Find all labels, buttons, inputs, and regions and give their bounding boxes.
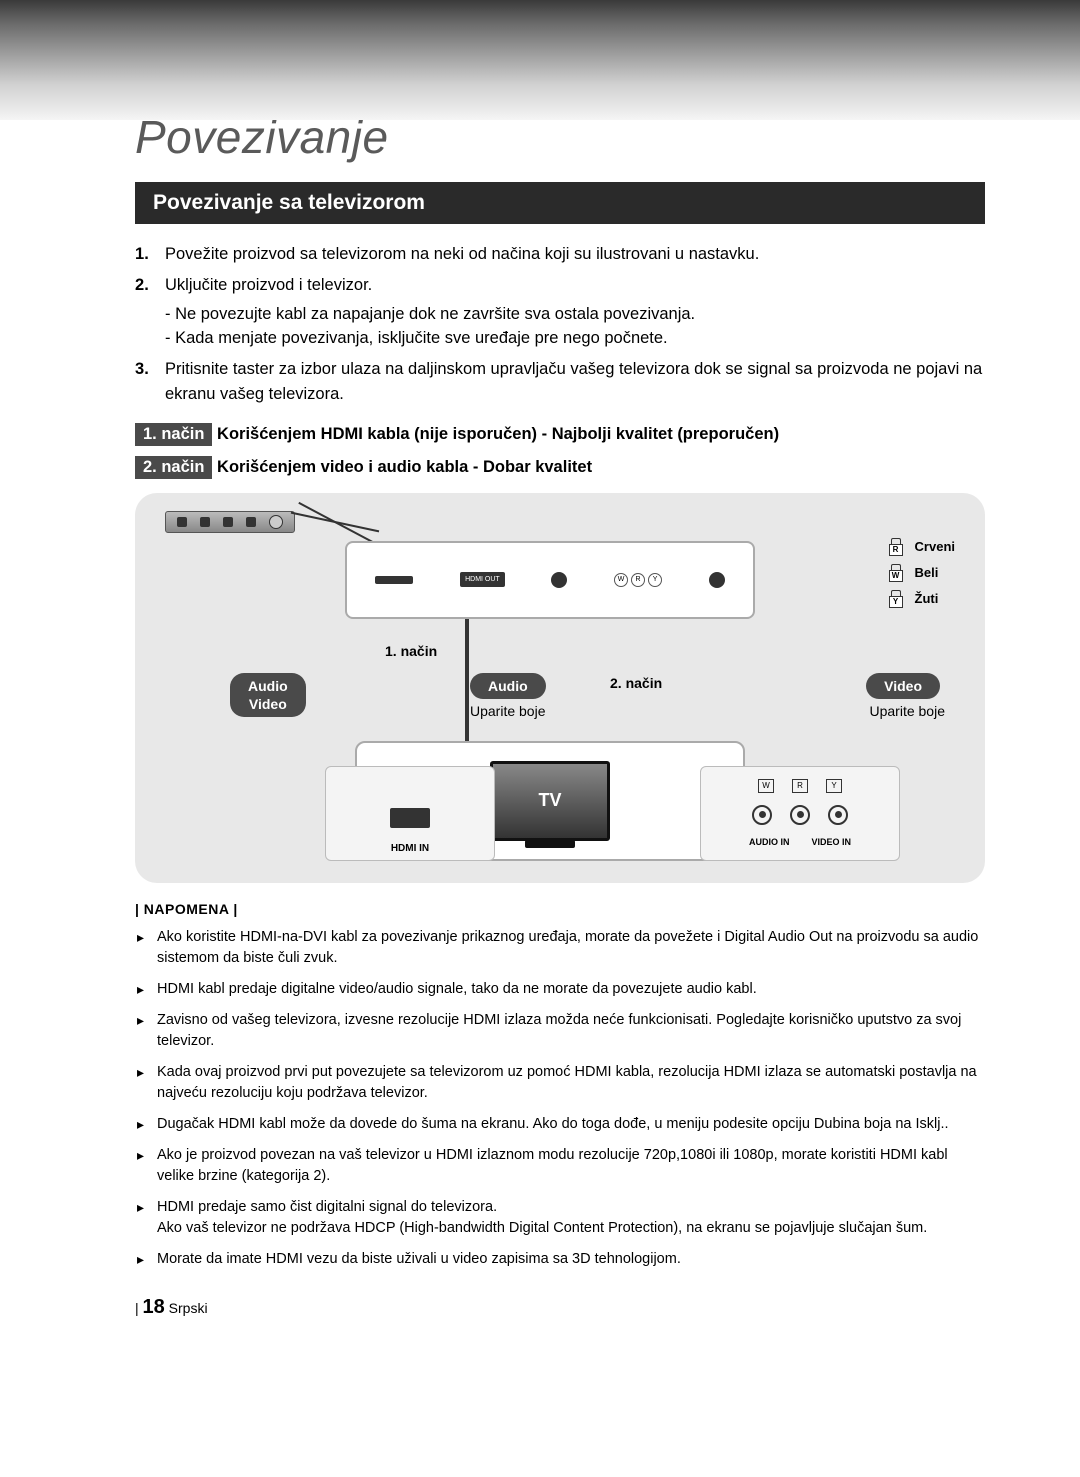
tv-label: TV	[538, 790, 561, 811]
audio-video-pill: Audio Video	[230, 673, 306, 717]
step-3-text: Pritisnite taster za izbor ulaza na dalj…	[165, 360, 982, 403]
hdmi-in-label: HDMI IN	[391, 843, 429, 854]
method2-label: 2. način	[610, 675, 662, 691]
port-icon	[375, 576, 413, 584]
step-2: Uključite proizvod i televizor. - Ne pov…	[135, 273, 985, 351]
footer-bar: |	[135, 1300, 139, 1316]
legend-white-label: Beli	[915, 565, 939, 580]
av-jack-video-icon	[828, 805, 848, 825]
color-legend: R Crveni W Beli Y Žuti	[887, 538, 955, 616]
section-heading: Povezivanje sa televizorom	[135, 182, 985, 224]
connector-white-icon: W	[887, 564, 905, 582]
note-item: Ako koristite HDMI-na-DVI kabl za povezi…	[135, 927, 985, 969]
match-colors-label-1: Uparite boje	[470, 703, 546, 719]
av-jack-l-icon	[752, 805, 772, 825]
av-y-icon: Y	[826, 779, 842, 793]
rca-r-icon: R	[631, 573, 645, 587]
note-item: Zavisno od vašeg televizora, izvesne rez…	[135, 1010, 985, 1052]
lan-port-icon	[551, 572, 567, 588]
method1-label: 1. način	[385, 643, 437, 659]
connector-yellow-icon: Y	[887, 590, 905, 608]
hdmi-in-slot-icon	[390, 808, 430, 828]
audio-in-label: AUDIO IN	[749, 837, 790, 847]
tv-screen-icon: TV	[490, 761, 610, 841]
header-gradient	[0, 0, 1080, 120]
digital-audio-port-icon	[709, 572, 725, 588]
page-language: Srpski	[169, 1300, 208, 1316]
page-footer: | 18 Srpski	[135, 1296, 985, 1319]
step-2-sub2: - Kada menjate povezivanja, isključite s…	[165, 326, 985, 351]
match-colors-label-2: Uparite boje	[870, 703, 946, 719]
audio-pill: Audio	[470, 673, 546, 699]
method-2-line: 2. način Korišćenjem video i audio kabla…	[135, 456, 985, 479]
step-2-text: Uključite proizvod i televizor.	[165, 276, 372, 294]
note-item: Dugačak HDMI kabl može da dovede do šuma…	[135, 1114, 985, 1135]
method-1-tag: 1. način	[135, 423, 212, 446]
note-7b: Ako vaš televizor ne podržava HDCP (High…	[157, 1220, 927, 1236]
rca-y-icon: Y	[648, 573, 662, 587]
video-in-label: VIDEO IN	[811, 837, 851, 847]
page-number: 18	[143, 1296, 165, 1318]
note-item: HDMI kabl predaje digitalne video/audio …	[135, 979, 985, 1000]
av-r-icon: R	[792, 779, 808, 793]
note-item: HDMI predaje samo čist digitalni signal …	[135, 1197, 985, 1239]
notes-list: Ako koristite HDMI-na-DVI kabl za povezi…	[135, 927, 985, 1270]
note-item: Kada ovaj proizvod prvi put povezujete s…	[135, 1062, 985, 1104]
method-1-text: Korišćenjem HDMI kabla (nije isporučen) …	[212, 425, 779, 443]
note-heading: | NAPOMENA |	[135, 901, 985, 917]
method-2-tag: 2. način	[135, 456, 212, 479]
hdmi-out-port-icon: HDMI OUT	[460, 572, 505, 587]
method-2-text: Korišćenjem video i audio kabla - Dobar …	[212, 458, 592, 476]
steps-list: Povežite proizvod sa televizorom na neki…	[135, 242, 985, 407]
step-1-text: Povežite proizvod sa televizorom na neki…	[165, 245, 759, 263]
note-7a: HDMI predaje samo čist digitalni signal …	[157, 1199, 497, 1215]
step-3: Pritisnite taster za izbor ulaza na dalj…	[135, 357, 985, 407]
note-item: Ako je proizvod povezan na vaš televizor…	[135, 1145, 985, 1187]
legend-red-label: Crveni	[915, 539, 955, 554]
rca-w-icon: W	[614, 573, 628, 587]
device-front-icon	[165, 511, 295, 533]
method-1-line: 1. način Korišćenjem HDMI kabla (nije is…	[135, 423, 985, 446]
legend-yellow-label: Žuti	[915, 591, 939, 606]
note-item: Morate da imate HDMI vezu da biste uživa…	[135, 1249, 985, 1270]
tv-av-in-panel: W R Y AUDIO IN VIDEO IN	[700, 766, 900, 861]
av-w-icon: W	[758, 779, 774, 793]
video-pill: Video	[866, 673, 940, 699]
step-2-sub1: - Ne povezujte kabl za napajanje dok ne …	[165, 302, 985, 327]
step-1: Povežite proizvod sa televizorom na neki…	[135, 242, 985, 267]
rca-out-group: W R Y	[614, 573, 662, 587]
connector-red-icon: R	[887, 538, 905, 556]
connection-diagram: HDMI OUT W R Y R Crveni W	[135, 493, 985, 883]
av-jack-r-icon	[790, 805, 810, 825]
device-rear-panel: HDMI OUT W R Y	[345, 541, 755, 619]
tv-hdmi-in-panel: HDMI IN	[325, 766, 495, 861]
